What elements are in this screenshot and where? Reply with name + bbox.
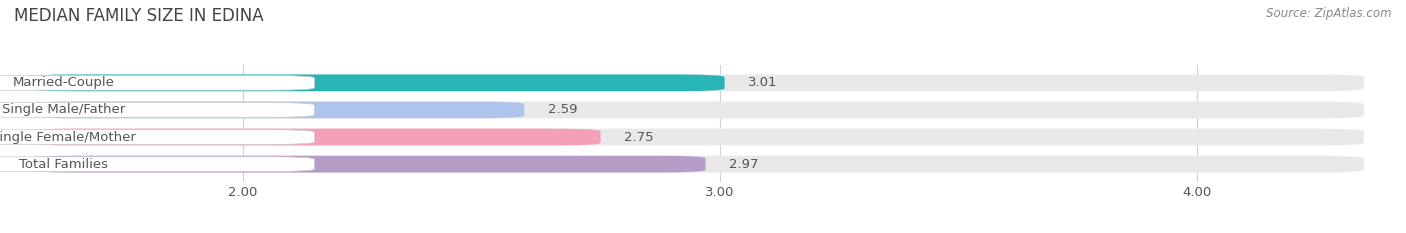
FancyBboxPatch shape (0, 157, 315, 171)
FancyBboxPatch shape (28, 156, 1364, 172)
FancyBboxPatch shape (28, 75, 724, 91)
FancyBboxPatch shape (28, 75, 1364, 91)
Text: 3.01: 3.01 (748, 76, 778, 89)
FancyBboxPatch shape (0, 130, 315, 144)
Text: 2.97: 2.97 (730, 158, 759, 171)
FancyBboxPatch shape (28, 156, 706, 172)
Text: Single Female/Mother: Single Female/Mother (0, 130, 136, 144)
Text: Source: ZipAtlas.com: Source: ZipAtlas.com (1267, 7, 1392, 20)
FancyBboxPatch shape (28, 102, 524, 118)
FancyBboxPatch shape (28, 129, 600, 145)
FancyBboxPatch shape (0, 103, 315, 117)
Text: Single Male/Father: Single Male/Father (3, 103, 125, 116)
FancyBboxPatch shape (0, 75, 315, 90)
Text: Married-Couple: Married-Couple (13, 76, 115, 89)
Text: MEDIAN FAMILY SIZE IN EDINA: MEDIAN FAMILY SIZE IN EDINA (14, 7, 264, 25)
FancyBboxPatch shape (28, 129, 1364, 145)
Text: 2.59: 2.59 (548, 103, 578, 116)
Text: 2.75: 2.75 (624, 130, 654, 144)
Text: Total Families: Total Families (20, 158, 108, 171)
FancyBboxPatch shape (28, 102, 1364, 118)
